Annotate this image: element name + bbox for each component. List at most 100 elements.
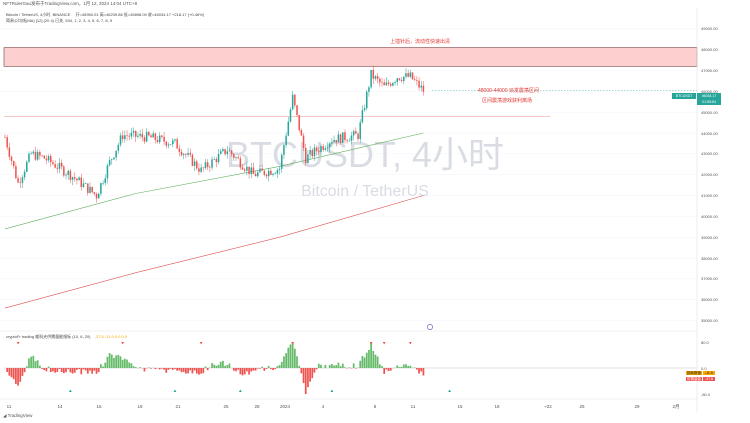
oscillator-bar (341, 363, 344, 368)
oscillator-bar (274, 368, 277, 370)
chart-header: NFTRulerGau发布于TradingView.com，1月 12, 202… (0, 0, 750, 8)
oscillator-bar (84, 368, 87, 371)
oscillator-bar (204, 366, 207, 368)
y-tick-label: 38000.00 (701, 255, 718, 261)
sell-marker-icon (408, 342, 412, 345)
published-text: NFTRulerGau发布于TradingView.com，1月 12, 202… (3, 1, 138, 6)
candle-body (298, 115, 300, 131)
oscillator-bar (313, 368, 316, 373)
oscillator-bar (43, 368, 46, 371)
candle-body (124, 135, 126, 140)
candle-body (359, 122, 361, 139)
oscillator-bar (113, 358, 115, 368)
candle-body (158, 135, 161, 143)
oscillator-bar (254, 368, 257, 371)
oscillator-bar (158, 368, 161, 370)
brand-text: TradingView (7, 413, 33, 418)
buy-marker-icon (448, 389, 451, 392)
osc-label-values: -37.8 -11.9 0.0 0.0 (94, 334, 127, 339)
candle-body (95, 193, 98, 199)
event-icon[interactable] (427, 324, 433, 330)
oscillator-bar (283, 356, 285, 368)
oscillator-bar (110, 354, 113, 368)
candle-body (67, 170, 69, 175)
oscillator-bar (180, 368, 183, 373)
oscillator-bar (17, 368, 19, 386)
oscillator-bar (226, 365, 229, 368)
candle-body (263, 170, 266, 175)
candle-body (230, 150, 233, 155)
candle-body (276, 169, 279, 174)
candle-body (335, 140, 338, 143)
y-tick-label: 49000.00 (701, 26, 718, 32)
y-tick-label: 48000.00 (701, 47, 718, 53)
oscillator-bar (150, 368, 152, 369)
candle-body (47, 156, 50, 161)
oscillator-bar (147, 367, 150, 368)
oscillator-bar (291, 342, 294, 368)
candle-body (54, 164, 56, 168)
oscillator-bar (189, 368, 192, 371)
candle-body (145, 131, 148, 142)
oscillator-bar (45, 368, 48, 372)
oscillator-bar (108, 353, 111, 368)
candle-body (211, 159, 213, 168)
candle-body (106, 165, 109, 179)
oscillator-bar (378, 364, 381, 368)
candle-body (12, 161, 15, 167)
oscillator-bar (67, 368, 70, 370)
candle-body (357, 133, 359, 139)
oscillator-bar (41, 368, 43, 369)
candle-body (36, 151, 39, 160)
oscillator-bar (52, 368, 54, 372)
oscillator-bar (235, 368, 237, 372)
candle-body (226, 151, 229, 155)
oscillator-bar (315, 368, 318, 370)
candle-body (10, 156, 13, 162)
oscillator-bar (167, 368, 170, 370)
candle-body (84, 183, 87, 185)
candle-body (6, 137, 8, 148)
x-tick-label: 16 (96, 404, 102, 409)
candle-body (270, 170, 272, 175)
oscillator-bar (217, 364, 220, 368)
oscillator-bar (121, 359, 124, 368)
sell-marker-icon (291, 342, 295, 345)
oscillator-bar (115, 355, 118, 368)
oscillator-bar (416, 368, 418, 370)
oscillator-bar (402, 364, 405, 368)
price-badge[interactable]: 46034.17 01:55:54 (697, 93, 721, 105)
candle-body (104, 178, 107, 183)
x-tick-label: 11 (6, 404, 12, 409)
oscillator-bar (163, 368, 165, 370)
oscillator-bar (228, 363, 231, 368)
candle-body (196, 161, 198, 169)
oscillator-bar (328, 365, 331, 368)
oscillator-bar (361, 356, 364, 368)
price-tag[interactable]: BTCUSDT (672, 93, 696, 99)
candle-body (265, 174, 268, 177)
oscillator-bar (311, 368, 314, 379)
osc-label-name: cryptoFr trading 威科夫供需量能指标 (10, 6, 20) (6, 334, 91, 339)
candle-body (82, 183, 85, 187)
oscillator-bar (374, 354, 377, 368)
candle-body (28, 153, 30, 162)
candle-body (307, 154, 309, 164)
candle-body (132, 130, 135, 133)
oscillator-bar (239, 368, 242, 375)
oscillator-bar (36, 360, 39, 368)
oscillator-bar (368, 349, 370, 368)
x-tick-label: 2024 (279, 404, 291, 409)
footer-brand: ◢ TradingView (3, 413, 32, 419)
oscillator-bar (25, 366, 28, 368)
candle-body (422, 85, 425, 92)
oscillator-bar (232, 368, 235, 371)
ma-line: 简易公均线(MA) [12] (20 4) 已关, 534, 1, 2, 3, … (6, 18, 113, 23)
oscillator-bar (191, 368, 194, 374)
oscillator-bar (195, 368, 198, 374)
candle-body (233, 154, 235, 158)
oscillator-bar (6, 368, 9, 372)
candle-body (403, 76, 405, 81)
candle-body (209, 167, 211, 168)
